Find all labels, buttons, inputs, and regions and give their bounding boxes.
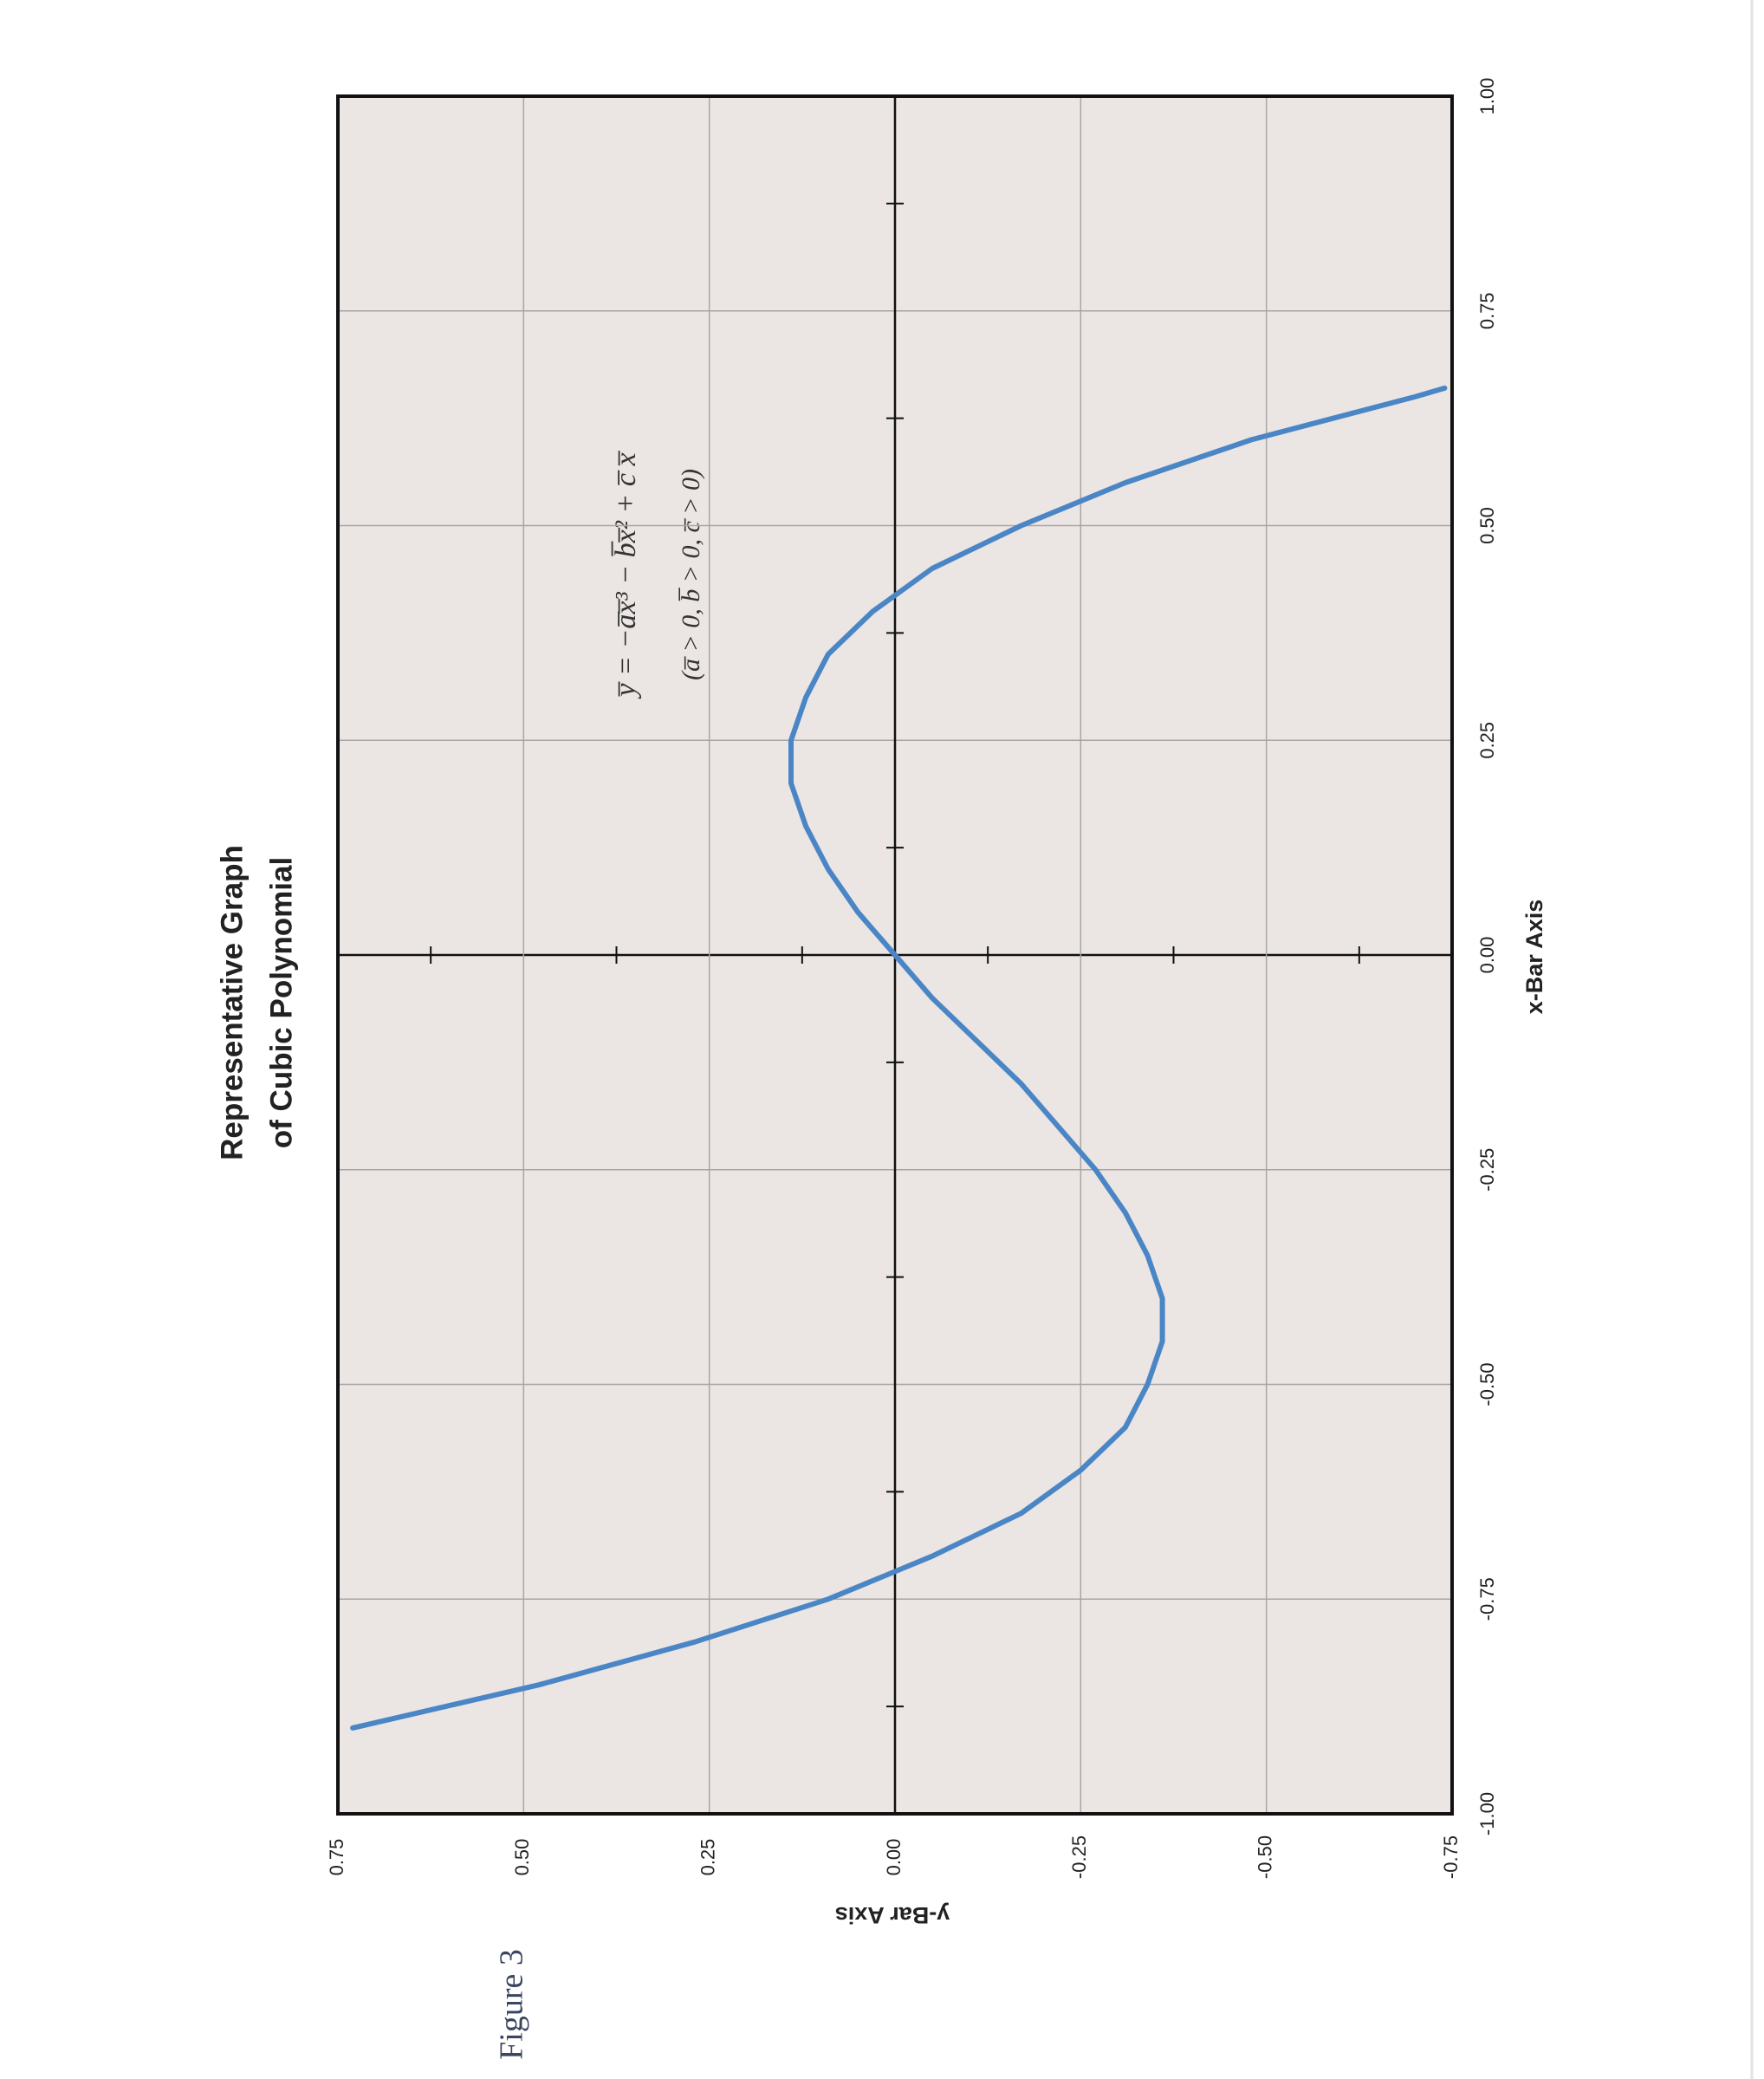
x-tick-label: 0.50 [1476, 507, 1498, 544]
y-tick-label: -0.75 [1440, 1835, 1462, 1879]
plot-border [336, 94, 1454, 1816]
x-axis-label: x-Bar Axis [1521, 900, 1547, 1015]
y-tick-label: 0.25 [697, 1839, 718, 1876]
figure-caption: Figure 3 [494, 1949, 530, 2060]
chart-title: Representative Graph [215, 845, 249, 1160]
x-tick-label: 0.25 [1476, 722, 1498, 759]
chart-title: of Cubic Polynomial [264, 857, 298, 1148]
y-tick-label: -0.25 [1068, 1835, 1090, 1879]
x-tick-label: -0.75 [1476, 1577, 1498, 1621]
x-tick-label: 0.00 [1476, 937, 1498, 974]
y-tick-label: 0.75 [326, 1839, 347, 1876]
y-tick-label: 0.50 [511, 1839, 533, 1876]
x-tick-label: -0.50 [1476, 1362, 1498, 1406]
x-tick-label: -1.00 [1476, 1792, 1498, 1835]
y-tick-label: 0.00 [883, 1839, 905, 1876]
x-tick-label: 0.75 [1476, 292, 1498, 329]
y-axis-label: y-Bar Axis [835, 1902, 950, 1928]
equation: y̅ = −a̅x̅³ − b̅x̅² + c̅ x̅ [610, 450, 642, 698]
x-tick-label: 1.00 [1476, 78, 1498, 115]
x-tick-label: -0.25 [1476, 1148, 1498, 1192]
y-tick-label: -0.50 [1254, 1835, 1275, 1879]
curve [350, 385, 1448, 1731]
equation-condition: (a̅ > 0, b̅ > 0, c̅ > 0) [677, 469, 705, 680]
